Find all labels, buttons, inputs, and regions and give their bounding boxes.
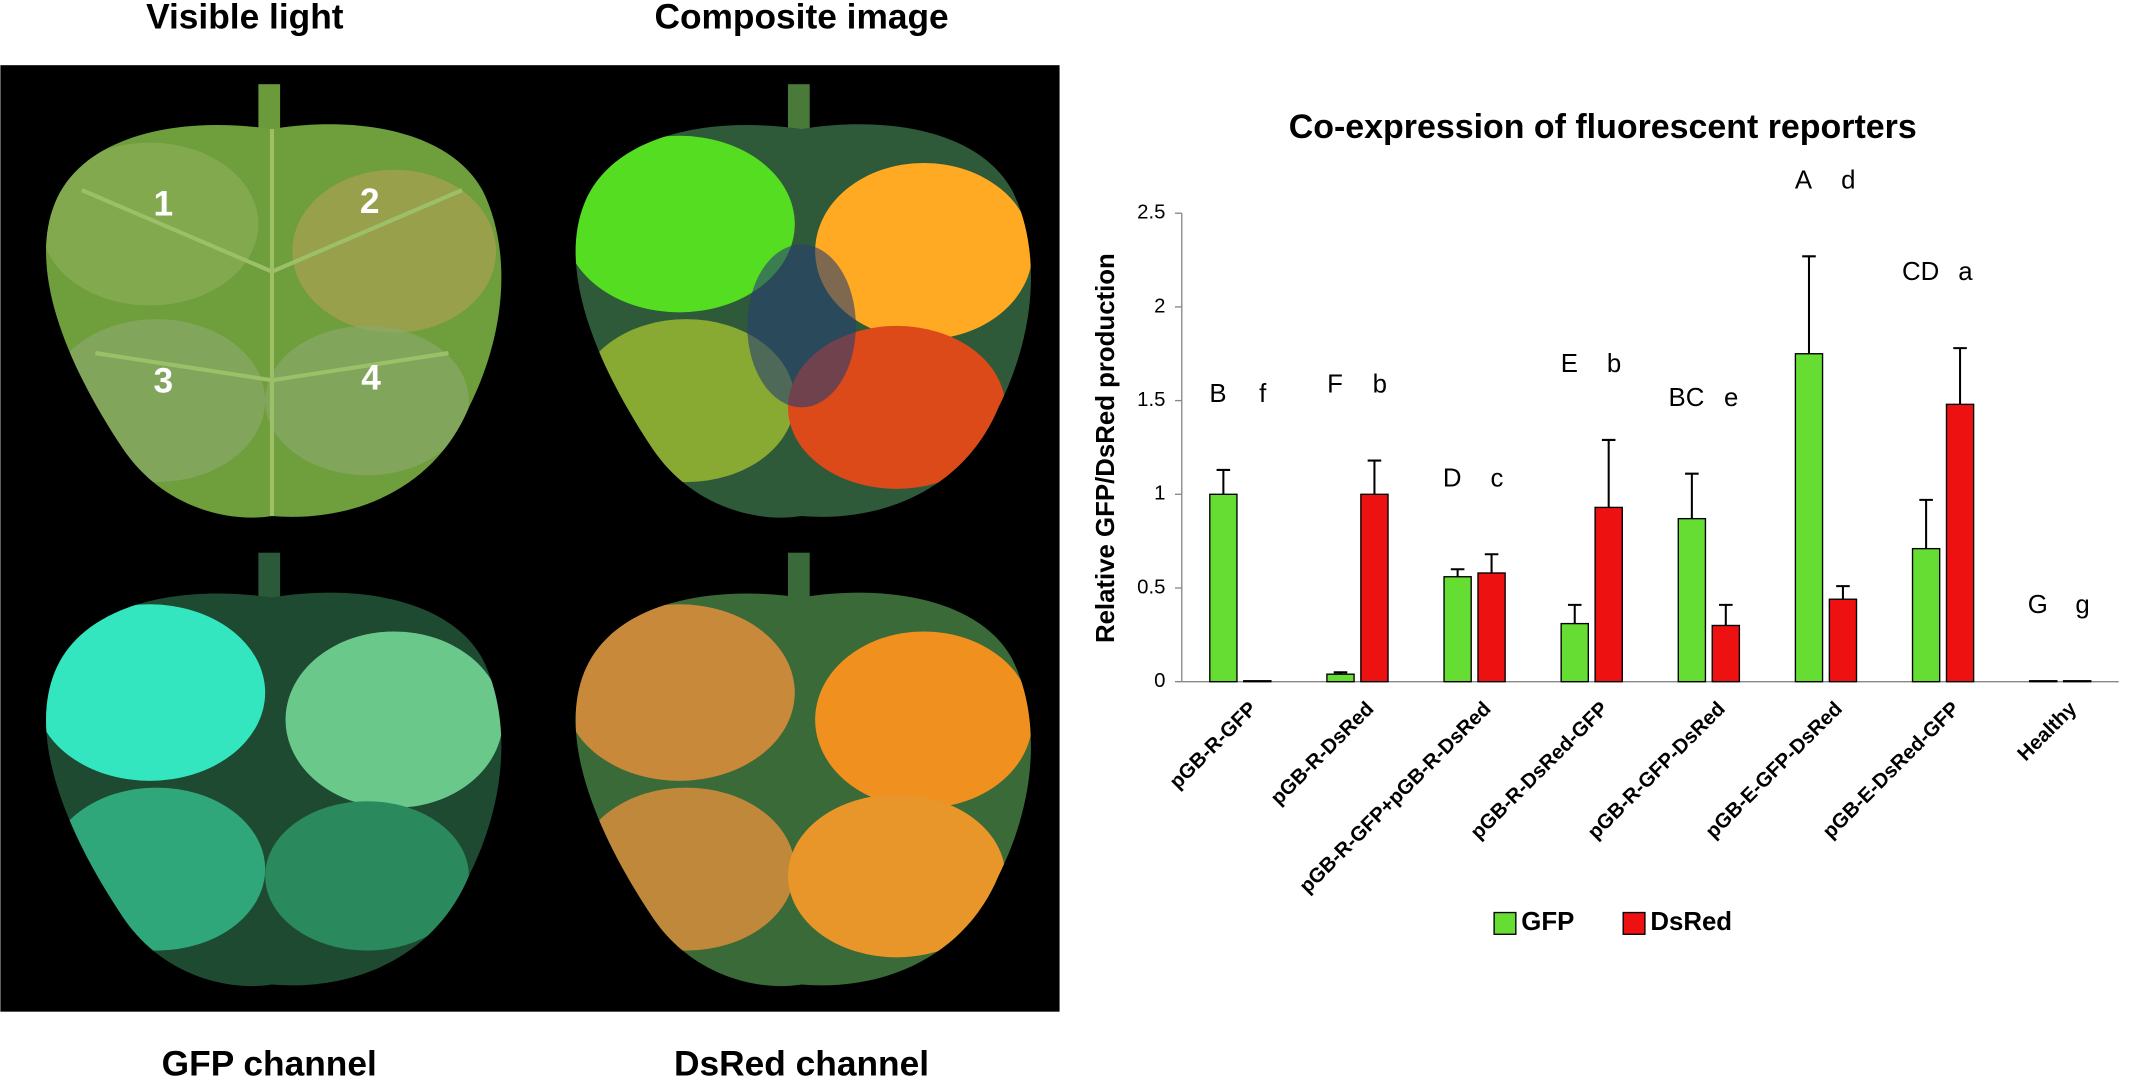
spot-label: 1	[154, 185, 174, 224]
error-bar	[1216, 468, 1231, 495]
x-tick-label: pGB-R-GFP	[1166, 698, 1262, 794]
bar	[1560, 622, 1589, 683]
spot-label: 2	[360, 182, 380, 221]
bar	[1360, 493, 1389, 683]
significance-letter: c	[1491, 464, 1504, 492]
significance-letter: E	[1561, 350, 1578, 378]
significance-letter: b	[1373, 371, 1387, 399]
error-bar	[1802, 255, 1816, 354]
legend-swatch	[1622, 911, 1646, 935]
significance-letter: BC	[1669, 384, 1705, 412]
legend-label: DsRed	[1650, 908, 1732, 936]
error-bar	[1953, 347, 1967, 405]
leaf-composite	[575, 84, 1031, 518]
bar	[1443, 576, 1472, 683]
y-tick-label: 0.5	[1137, 576, 1165, 598]
y-tick-label: 0	[1154, 670, 1165, 692]
significance-letter: a	[1958, 258, 1973, 286]
error-bar	[1836, 585, 1850, 600]
bar	[1828, 598, 1858, 683]
error-bar	[1719, 603, 1733, 626]
legend-swatch	[1493, 911, 1517, 935]
spot-label: 3	[154, 361, 174, 400]
y-tick-label: 2	[1154, 295, 1165, 317]
significance-letter: D	[1443, 464, 1462, 492]
significance-letter: d	[1841, 166, 1855, 194]
photo-title: Composite image	[654, 0, 948, 36]
significance-letter: CD	[1902, 258, 1939, 286]
y-tick-label: 1	[1154, 483, 1165, 505]
significance-letter: A	[1795, 166, 1813, 194]
significance-letter: G	[2028, 591, 2048, 619]
bar	[1326, 673, 1355, 683]
error-bar	[1450, 568, 1465, 577]
error-bar	[1685, 472, 1699, 519]
error-bar	[1601, 438, 1616, 508]
error-bar	[1567, 603, 1582, 624]
bar	[1794, 353, 1824, 683]
spot-label: 4	[361, 359, 381, 398]
x-tick-label: pGB-R-DsRed	[1267, 698, 1379, 810]
x-tick-label: Healthy	[2014, 697, 2082, 765]
bar	[2028, 680, 2058, 683]
bar	[1677, 517, 1707, 683]
bar	[2062, 680, 2092, 683]
error-bar	[1919, 498, 1933, 549]
bar	[1594, 506, 1623, 683]
error-bar	[1484, 553, 1499, 573]
leaf-visible	[46, 84, 502, 518]
significance-letter: e	[1724, 384, 1738, 412]
y-tick-label: 2.5	[1137, 202, 1165, 224]
y-axis-label: Relative GFP/DsRed production	[1092, 253, 1120, 643]
error-bar	[1367, 459, 1382, 495]
photo-title: GFP channel	[162, 1044, 377, 1083]
y-tick-label: 1.5	[1137, 389, 1165, 411]
bar	[1477, 572, 1506, 683]
significance-letter: B	[1209, 380, 1226, 408]
photo-title: Visible light	[146, 0, 344, 36]
bar	[1711, 624, 1741, 683]
bar	[1945, 403, 1975, 683]
leaf-gfp	[46, 552, 502, 987]
legend-label: GFP	[1521, 908, 1574, 936]
significance-letter: b	[1607, 350, 1621, 378]
significance-letter: f	[1259, 380, 1267, 408]
bar	[1911, 547, 1941, 683]
significance-letter: g	[2075, 591, 2089, 619]
bar	[1209, 493, 1238, 683]
significance-letter: F	[1327, 371, 1343, 399]
chart-title: Co-expression of fluorescent reporters	[1289, 108, 1917, 146]
x-tick-label: pGB-R-GFP+pGB-R-DsRed	[1296, 698, 1496, 898]
photo-title: DsRed channel	[674, 1044, 929, 1083]
bar	[1243, 680, 1272, 683]
error-bar	[1333, 671, 1348, 675]
